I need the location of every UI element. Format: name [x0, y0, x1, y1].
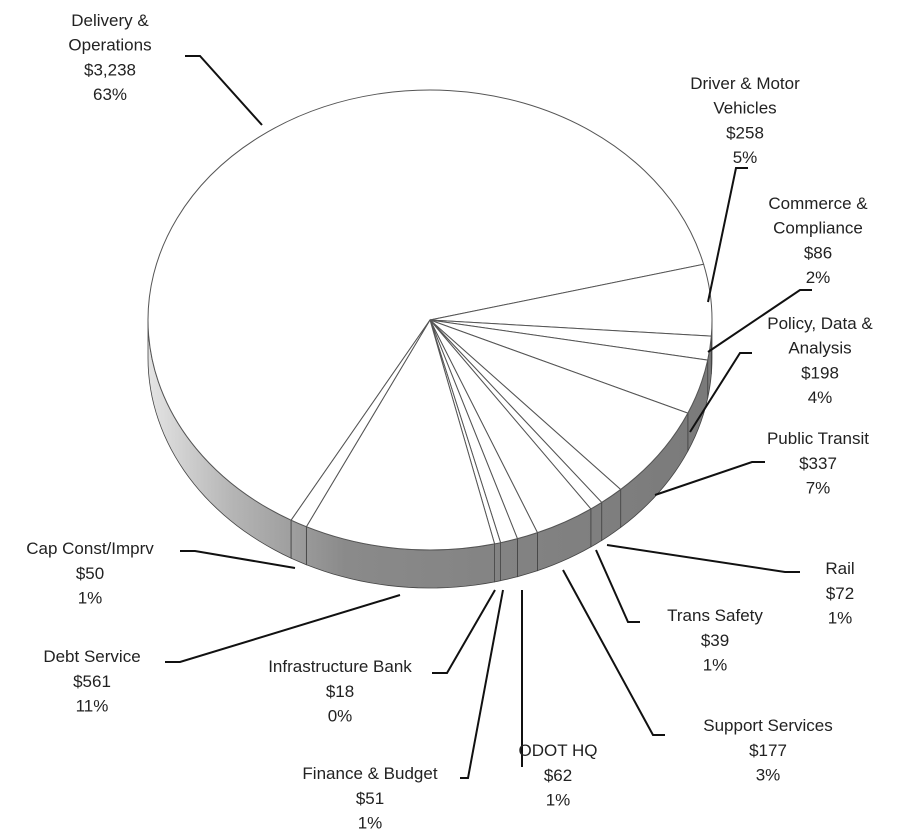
category-label-line: Driver & Motor	[690, 74, 800, 93]
percent-label: 63%	[93, 85, 127, 104]
slice	[290, 319, 431, 528]
category-label: Infrastructure Bank	[268, 657, 412, 676]
category-label-line: Rail	[825, 559, 854, 578]
slice-side	[494, 542, 501, 583]
slice	[305, 318, 496, 551]
category-label: Support Services	[703, 716, 832, 735]
category-label-line: Support Services	[703, 716, 832, 735]
percent-label: 3%	[756, 765, 781, 784]
value-label: $18	[326, 682, 354, 701]
category-label: Public Transit	[767, 429, 869, 448]
category-label: Trans Safety	[667, 606, 763, 625]
value-label: $39	[701, 631, 729, 650]
percent-label: 4%	[808, 388, 833, 407]
value-label: $51	[356, 789, 384, 808]
category-label: Driver & Motor Vehicles	[690, 74, 800, 118]
leader-line	[165, 594, 401, 663]
category-label-line: ODOT HQ	[518, 741, 597, 760]
value-label: $62	[544, 766, 572, 785]
slice	[429, 319, 689, 491]
category-label: Policy, Data & Analysis	[767, 314, 873, 358]
slice-side	[290, 519, 307, 566]
category-label-line: Finance & Budget	[302, 764, 437, 783]
leader-line	[595, 549, 640, 623]
category-label-line: Commerce &	[768, 194, 868, 213]
leader-line	[185, 55, 263, 126]
leader-line	[432, 589, 496, 674]
percent-label: 1%	[828, 608, 853, 627]
slice	[147, 89, 705, 521]
value-label: $337	[799, 454, 837, 473]
percent-label: 1%	[546, 790, 571, 809]
category-label: Delivery & Operations	[68, 11, 151, 55]
percent-label: 7%	[806, 478, 831, 497]
category-label: Rail	[825, 559, 854, 578]
value-label: $561	[73, 672, 111, 691]
leader-line	[562, 569, 665, 736]
percent-label: 0%	[328, 706, 353, 725]
category-label-line: Debt Service	[43, 647, 140, 666]
percent-label: 1%	[78, 588, 103, 607]
percent-label: 1%	[358, 813, 383, 832]
value-label: $258	[726, 123, 764, 142]
value-label: $72	[826, 584, 854, 603]
leader-line	[707, 167, 748, 303]
category-label: ODOT HQ	[518, 741, 597, 760]
category-label-line: Operations	[68, 36, 151, 55]
leader-line	[689, 352, 752, 433]
category-label-line: Trans Safety	[667, 606, 763, 625]
leader-line	[460, 589, 504, 779]
category-label-line: Policy, Data &	[767, 314, 873, 333]
category-label-line: Analysis	[788, 339, 851, 358]
leader-line	[707, 289, 812, 353]
category-label: Finance & Budget	[302, 764, 437, 783]
category-label: Commerce & Compliance	[768, 194, 868, 238]
slice-side	[517, 532, 538, 578]
category-label-line: Infrastructure Bank	[268, 657, 412, 676]
slice-side	[500, 538, 518, 582]
percent-label: 5%	[733, 148, 758, 167]
percent-label: 1%	[703, 655, 728, 674]
category-label-line: Delivery &	[71, 11, 149, 30]
leader-line	[654, 461, 765, 496]
category-label-line: Public Transit	[767, 429, 869, 448]
slice-side	[590, 501, 603, 548]
percent-label: 11%	[76, 696, 109, 715]
value-label: $50	[76, 564, 104, 583]
value-label: $3,238	[84, 60, 136, 79]
category-label-line: Vehicles	[713, 99, 776, 118]
value-label: $177	[749, 741, 787, 760]
category-label-line: Cap Const/Imprv	[26, 539, 154, 558]
percent-label: 2%	[806, 268, 831, 287]
category-label: Cap Const/Imprv	[26, 539, 154, 558]
category-label: Debt Service	[43, 647, 140, 666]
leader-line	[606, 544, 800, 573]
value-label: $86	[804, 243, 832, 262]
category-label-line: Compliance	[773, 219, 863, 238]
leader-line	[180, 550, 296, 569]
value-label: $198	[801, 363, 839, 382]
